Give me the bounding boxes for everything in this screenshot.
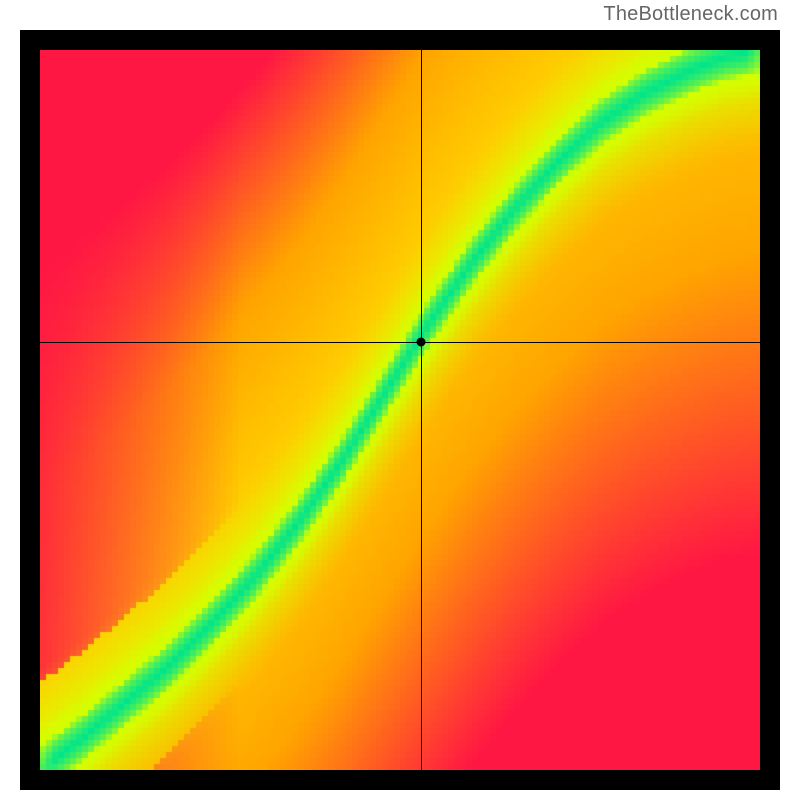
heatmap-canvas [40, 50, 760, 770]
crosshair-horizontal [40, 342, 760, 343]
marker-dot [416, 338, 425, 347]
crosshair-vertical [421, 50, 422, 770]
watermark-text: TheBottleneck.com [603, 3, 778, 26]
chart-outer-frame [20, 30, 780, 790]
